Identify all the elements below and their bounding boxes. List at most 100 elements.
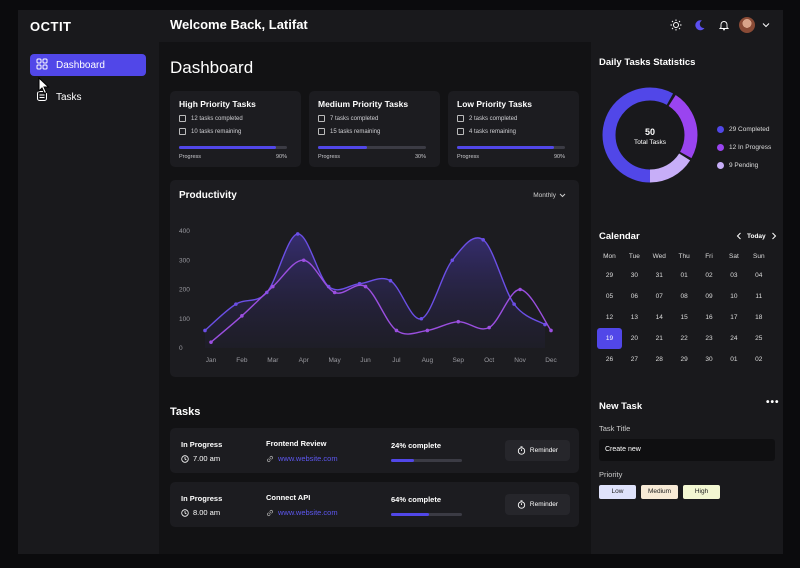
calendar-weekday: Tue bbox=[628, 253, 640, 260]
progress-label: Progress bbox=[179, 154, 202, 160]
priority-card-medium[interactable]: Medium Priority Tasks 7 tasks completed … bbox=[309, 91, 440, 167]
series-point bbox=[295, 232, 300, 236]
calendar-day[interactable]: 02 bbox=[705, 272, 713, 279]
calendar-day[interactable]: 06 bbox=[630, 293, 638, 300]
chevron-left-icon[interactable] bbox=[736, 232, 742, 240]
calendar-weekday: Sun bbox=[753, 253, 765, 260]
calendar-day[interactable]: 20 bbox=[630, 335, 638, 342]
priority-card-title: Medium Priority Tasks bbox=[318, 99, 409, 109]
calendar-day-selected[interactable]: 19 bbox=[597, 328, 622, 349]
series-point bbox=[301, 258, 306, 263]
calendar-day[interactable]: 22 bbox=[680, 335, 688, 342]
priority-low-button[interactable]: Low bbox=[599, 485, 636, 499]
top-actions bbox=[667, 16, 771, 34]
task-link[interactable]: www.website.com bbox=[266, 508, 338, 517]
legend-label: 12 In Progress bbox=[729, 144, 772, 151]
calendar-day[interactable]: 23 bbox=[705, 335, 713, 342]
task-title-input[interactable]: Create new bbox=[599, 439, 775, 461]
calendar-day[interactable]: 09 bbox=[705, 293, 713, 300]
progress-bar bbox=[179, 146, 287, 149]
series-line bbox=[210, 259, 552, 343]
reminder-button[interactable]: Reminder bbox=[505, 440, 570, 461]
grid-icon bbox=[36, 58, 48, 73]
sidebar-item-label: Tasks bbox=[56, 91, 82, 103]
priority-card-high[interactable]: High Priority Tasks 12 tasks completed 1… bbox=[170, 91, 301, 167]
calendar-day[interactable]: 30 bbox=[630, 272, 638, 279]
progress-label: Progress bbox=[318, 154, 341, 160]
legend-label: 29 Completed bbox=[729, 126, 770, 133]
calendar-day[interactable]: 21 bbox=[655, 335, 663, 342]
x-tick-label: Mar bbox=[267, 357, 279, 364]
y-tick-label: 100 bbox=[179, 316, 190, 323]
app-logo[interactable]: OCTIT bbox=[30, 19, 72, 34]
progress-percent: 90% bbox=[554, 154, 566, 160]
calendar-day[interactable]: 03 bbox=[730, 272, 738, 279]
series-point bbox=[512, 302, 516, 306]
calendar-day[interactable]: 29 bbox=[605, 272, 614, 279]
check-icon bbox=[457, 115, 464, 122]
calendar-day[interactable]: 08 bbox=[680, 293, 688, 300]
task-row[interactable]: In Progress 7.00 am Frontend Review www.… bbox=[170, 428, 579, 473]
sidebar-item-dashboard[interactable]: Dashboard bbox=[30, 54, 146, 76]
calendar-day[interactable]: 01 bbox=[730, 356, 738, 363]
today-button[interactable]: Today bbox=[747, 232, 766, 240]
calendar-day[interactable]: 18 bbox=[755, 314, 763, 321]
calendar-day[interactable]: 02 bbox=[755, 356, 763, 363]
chevron-right-icon[interactable] bbox=[771, 232, 777, 240]
remaining-text: 15 tasks remaining bbox=[330, 128, 381, 135]
priority-high-button[interactable]: High bbox=[683, 485, 720, 499]
calendar-day[interactable]: 26 bbox=[605, 356, 614, 363]
legend-pending: 9 Pending bbox=[717, 162, 758, 169]
calendar-day[interactable]: 17 bbox=[730, 314, 738, 321]
calendar-day[interactable]: 10 bbox=[730, 293, 738, 300]
priority-card-low[interactable]: Low Priority Tasks 2 tasks completed 4 t… bbox=[448, 91, 579, 167]
task-percent: 24% complete bbox=[391, 441, 442, 450]
reminder-button[interactable]: Reminder bbox=[505, 494, 570, 515]
calendar-day[interactable]: 24 bbox=[730, 335, 738, 342]
progress-fill bbox=[457, 146, 555, 149]
calendar-day[interactable]: 27 bbox=[630, 356, 638, 363]
task-link[interactable]: www.website.com bbox=[266, 454, 338, 463]
series-point bbox=[549, 328, 553, 333]
tasks-donut-chart: 50 Total Tasks bbox=[602, 87, 698, 183]
sidebar-item-tasks[interactable]: Tasks bbox=[30, 86, 146, 108]
calendar-day[interactable]: 05 bbox=[605, 293, 614, 300]
calendar-day[interactable]: 12 bbox=[605, 314, 614, 321]
calendar-day[interactable]: 28 bbox=[655, 356, 663, 363]
sun-icon[interactable] bbox=[667, 16, 685, 34]
calendar-weekday: Fri bbox=[705, 253, 713, 260]
task-time: 8.00 am bbox=[181, 508, 220, 517]
calendar-weekday: Mon bbox=[603, 253, 616, 260]
more-icon[interactable]: ••• bbox=[766, 397, 780, 408]
calendar-day[interactable]: 29 bbox=[680, 356, 688, 363]
chevron-down-icon[interactable] bbox=[761, 16, 771, 34]
calendar-day[interactable]: 11 bbox=[755, 293, 763, 300]
calendar-day[interactable]: 14 bbox=[655, 314, 663, 321]
calendar-day[interactable]: 15 bbox=[680, 314, 688, 321]
calendar-day[interactable]: 04 bbox=[755, 272, 763, 279]
progress-label: Progress bbox=[457, 154, 480, 160]
task-row[interactable]: In Progress 8.00 am Connect API www.webs… bbox=[170, 482, 579, 527]
moon-icon[interactable] bbox=[691, 16, 709, 34]
completed-text: 2 tasks completed bbox=[469, 115, 518, 122]
priority-medium-button[interactable]: Medium bbox=[641, 485, 678, 499]
legend-label: 9 Pending bbox=[729, 162, 759, 169]
period-dropdown[interactable]: Monthly bbox=[533, 192, 566, 199]
stopwatch-icon bbox=[517, 500, 526, 509]
donut-center-label: Total Tasks bbox=[634, 139, 667, 146]
x-tick-label: May bbox=[328, 357, 341, 364]
legend-dot bbox=[717, 162, 724, 169]
progress-bar bbox=[318, 146, 426, 149]
calendar-day[interactable]: 13 bbox=[630, 314, 638, 321]
bell-icon[interactable] bbox=[715, 16, 733, 34]
calendar-day[interactable]: 01 bbox=[680, 272, 688, 279]
progress-bar bbox=[457, 146, 565, 149]
calendar-day[interactable]: 31 bbox=[655, 272, 663, 279]
calendar-day[interactable]: 25 bbox=[755, 335, 763, 342]
calendar-day[interactable]: 30 bbox=[705, 356, 713, 363]
series-point bbox=[209, 340, 213, 344]
avatar[interactable] bbox=[739, 17, 755, 33]
calendar-day[interactable]: 07 bbox=[655, 293, 663, 300]
priority-card-title: Low Priority Tasks bbox=[457, 99, 532, 109]
calendar-day[interactable]: 16 bbox=[705, 314, 713, 321]
